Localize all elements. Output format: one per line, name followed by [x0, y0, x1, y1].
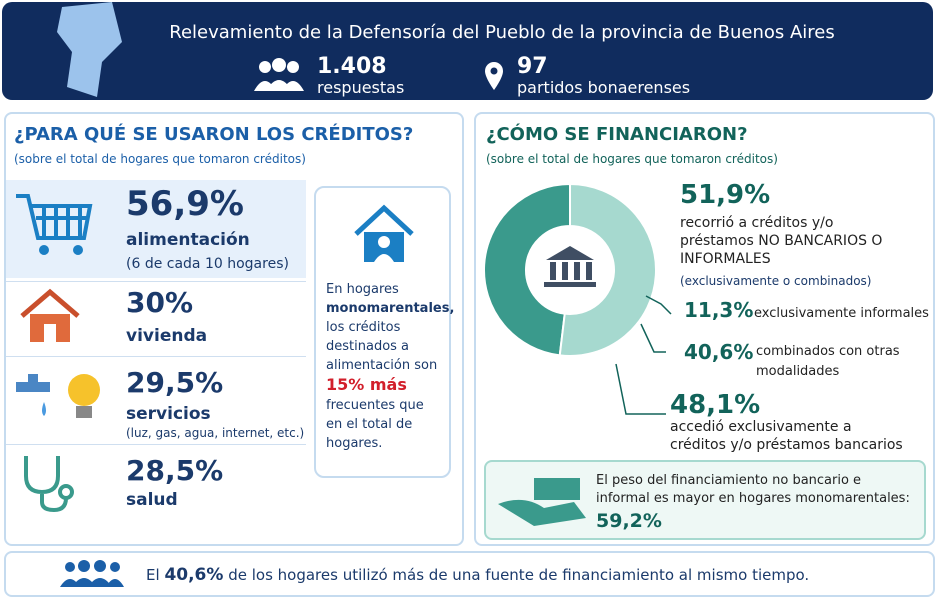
header-title: Relevamiento de la Defensoría del Pueblo…	[169, 22, 835, 43]
banking-text: accedió exclusivamente a créditos y/o pr…	[670, 419, 903, 453]
breakdown-label: exclusivamente informales	[754, 306, 929, 321]
main-text: recorrió a créditos y/o préstamos NO BAN…	[680, 215, 883, 267]
people-icon	[60, 560, 124, 587]
breakdown-percent: 40,6%	[684, 340, 754, 364]
note-text: El peso del financiamiento no bancario e…	[596, 473, 910, 506]
callout-box: En hogares monomarentales, los créditos …	[314, 186, 454, 478]
section-title: ¿PARA QUÉ SE USARON LOS CRÉDITOS?	[14, 124, 414, 145]
item-label: salud	[126, 490, 178, 510]
item-label: servicios	[126, 404, 211, 424]
banking-percent: 48,1%	[670, 390, 761, 420]
stat-value: 1.408	[317, 54, 387, 79]
breakdown-label: combinados con otras modalidades	[756, 344, 900, 379]
section-subtitle: (sobre el total de hogares que tomaron c…	[14, 152, 306, 166]
pin-icon	[485, 62, 503, 90]
item-percent: 56,9%	[126, 184, 244, 224]
people-icon	[254, 58, 304, 91]
section-title: ¿CÓMO SE FINANCIARON?	[486, 124, 748, 145]
text: los créditos destinados a alimentación s…	[326, 320, 438, 373]
highlight: 15% más	[326, 375, 407, 394]
text: En hogares	[326, 282, 399, 297]
stethoscope-icon	[24, 456, 74, 513]
text: de los hogares utilizó más de una fuente…	[228, 566, 810, 584]
donut-center	[526, 226, 614, 314]
main-percent: 51,9%	[680, 180, 771, 210]
donut	[483, 182, 657, 357]
item-label: alimentación	[126, 230, 250, 250]
footer: El 40,6% de los hogares utilizó más de u…	[4, 551, 935, 597]
footer-text: El 40,6% de los hogares utilizó más de u…	[146, 565, 809, 585]
item-percent: 29,5%	[126, 366, 224, 399]
divider	[6, 281, 306, 282]
handshake-icon	[498, 478, 586, 526]
house-icon	[20, 288, 80, 342]
item-note: (6 de cada 10 hogares)	[126, 256, 289, 272]
cart-icon	[16, 194, 93, 255]
divider	[6, 356, 306, 357]
item-percent: 30%	[126, 286, 194, 319]
leader-lines	[615, 295, 672, 415]
item-label: vivienda	[126, 326, 208, 346]
divider	[6, 444, 306, 445]
text: monomarentales,	[326, 301, 455, 316]
note-box: El peso del financiamiento no bancario e…	[484, 460, 926, 540]
home-person-icon	[354, 204, 414, 262]
stat-value: 97	[517, 54, 548, 79]
section-subtitle: (sobre el total de hogares que tomaron c…	[486, 152, 778, 166]
note-percent: 59,2%	[596, 510, 662, 532]
map-icon	[57, 2, 122, 97]
main-note: (exclusivamente o combinados)	[680, 274, 872, 288]
header: Relevamiento de la Defensoría del Pueblo…	[2, 2, 933, 100]
item-percent: 28,5%	[126, 454, 224, 487]
item-note: (luz, gas, agua, internet, etc.)	[126, 426, 305, 440]
stat-label: respuestas	[317, 78, 405, 97]
stat-label: partidos bonaerenses	[517, 78, 691, 97]
bank-icon	[544, 246, 596, 287]
uses-panel: ¿PARA QUÉ SE USARON LOS CRÉDITOS? (sobre…	[4, 112, 464, 546]
financing-panel: ¿CÓMO SE FINANCIARON? (sobre el total de…	[474, 112, 935, 546]
highlight: 40,6%	[164, 565, 224, 585]
callout-text: En hogares monomarentales, los créditos …	[326, 280, 454, 453]
text: frecuentes que en el total de hogares.	[326, 398, 424, 451]
breakdown-percent: 11,3%	[684, 298, 754, 322]
text: El	[146, 566, 160, 584]
utilities-icon	[16, 374, 100, 418]
